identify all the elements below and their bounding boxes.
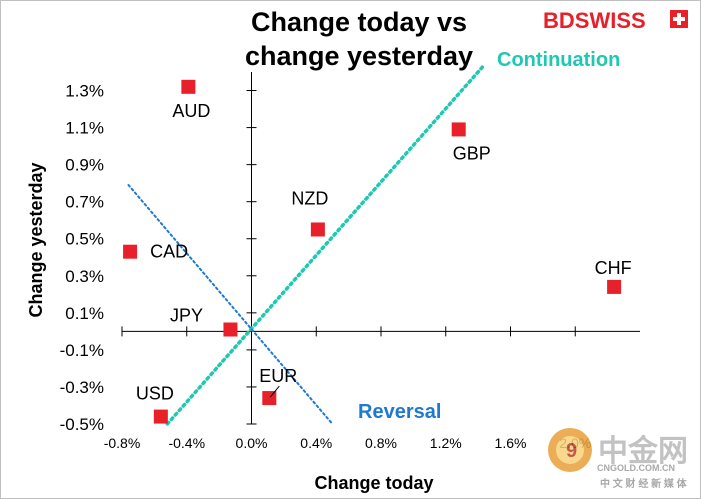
chart-title-line-1: Change today vs — [251, 7, 467, 37]
point-label-usd: USD — [136, 384, 174, 404]
x-tick-labels: -0.8%-0.4%0.0%0.4%0.8%1.2%1.6%2.0% — [104, 435, 592, 451]
point-label-cad: CAD — [150, 242, 188, 262]
bdswiss-logo-text: BDSWISS — [543, 8, 646, 33]
x-tick-label: 0.4% — [300, 435, 332, 451]
cngold-watermark: 9 中金网 CNGOLD.COM.CN 中 文 财 经 新 媒 体 — [548, 428, 688, 490]
y-tick-label: 1.1% — [65, 119, 104, 138]
point-marker-chf — [607, 279, 622, 294]
point-label-gbp: GBP — [453, 143, 491, 163]
bdswiss-logo: BDSWISS — [543, 8, 688, 33]
point-label-nzd: NZD — [291, 188, 328, 208]
axes — [121, 72, 640, 425]
y-tick-label: -0.5% — [60, 415, 104, 434]
x-axis-title: Change today — [314, 473, 433, 493]
y-tick-label: 0.7% — [65, 193, 104, 212]
data-points: AUD GBP NZD CAD CHF JPY EUR USD — [123, 79, 632, 424]
x-tick-label: -0.4% — [168, 435, 205, 451]
y-tick-label: 0.3% — [65, 267, 104, 286]
y-tick-label: -0.1% — [60, 341, 104, 360]
x-tick-label: 0.8% — [365, 435, 397, 451]
point-marker-jpy — [223, 322, 238, 337]
point-marker-eur — [262, 391, 277, 406]
point-label-chf: CHF — [595, 258, 632, 278]
reversal-line — [127, 184, 334, 425]
point-label-eur: EUR — [259, 366, 297, 386]
continuation-label: Continuation — [497, 49, 620, 71]
point-marker-cad — [123, 244, 138, 259]
y-tick-label: 0.5% — [65, 230, 104, 249]
eur-leader-line — [269, 385, 280, 398]
y-tick-label: 0.9% — [65, 156, 104, 175]
x-tick-label: 1.2% — [430, 435, 462, 451]
y-axis-title: Change yesterday — [26, 162, 46, 317]
point-marker-usd — [153, 409, 168, 424]
point-marker-gbp — [451, 122, 466, 137]
y-tick-label: -0.3% — [60, 378, 104, 397]
point-marker-aud — [181, 79, 196, 94]
point-marker-nzd — [310, 222, 325, 237]
guide-lines: Continuation Reversal — [127, 49, 620, 426]
point-label-jpy: JPY — [170, 306, 203, 326]
y-tick-label: 1.3% — [65, 82, 104, 101]
watermark-subtitle: 中 文 财 经 新 媒 体 — [600, 477, 688, 490]
x-tick-label: -0.8% — [104, 435, 141, 451]
svg-text:9: 9 — [566, 440, 577, 462]
reversal-label: Reversal — [358, 401, 441, 423]
x-tick-label: 0.0% — [236, 435, 268, 451]
x-tick-label: 1.6% — [495, 435, 527, 451]
y-tick-labels: 1.3% 1.1% 0.9% 0.7% 0.5% 0.3% 0.1% -0.1% -0.3% -0… — [60, 82, 104, 434]
chart-title-line-2: change yesterday — [245, 41, 473, 71]
y-tick-label: 0.1% — [65, 304, 104, 323]
watermark-title: 中金网 — [598, 434, 688, 468]
point-label-aud: AUD — [172, 101, 210, 121]
continuation-line — [165, 64, 485, 426]
watermark-url: CNGOLD.COM.CN — [597, 463, 675, 473]
